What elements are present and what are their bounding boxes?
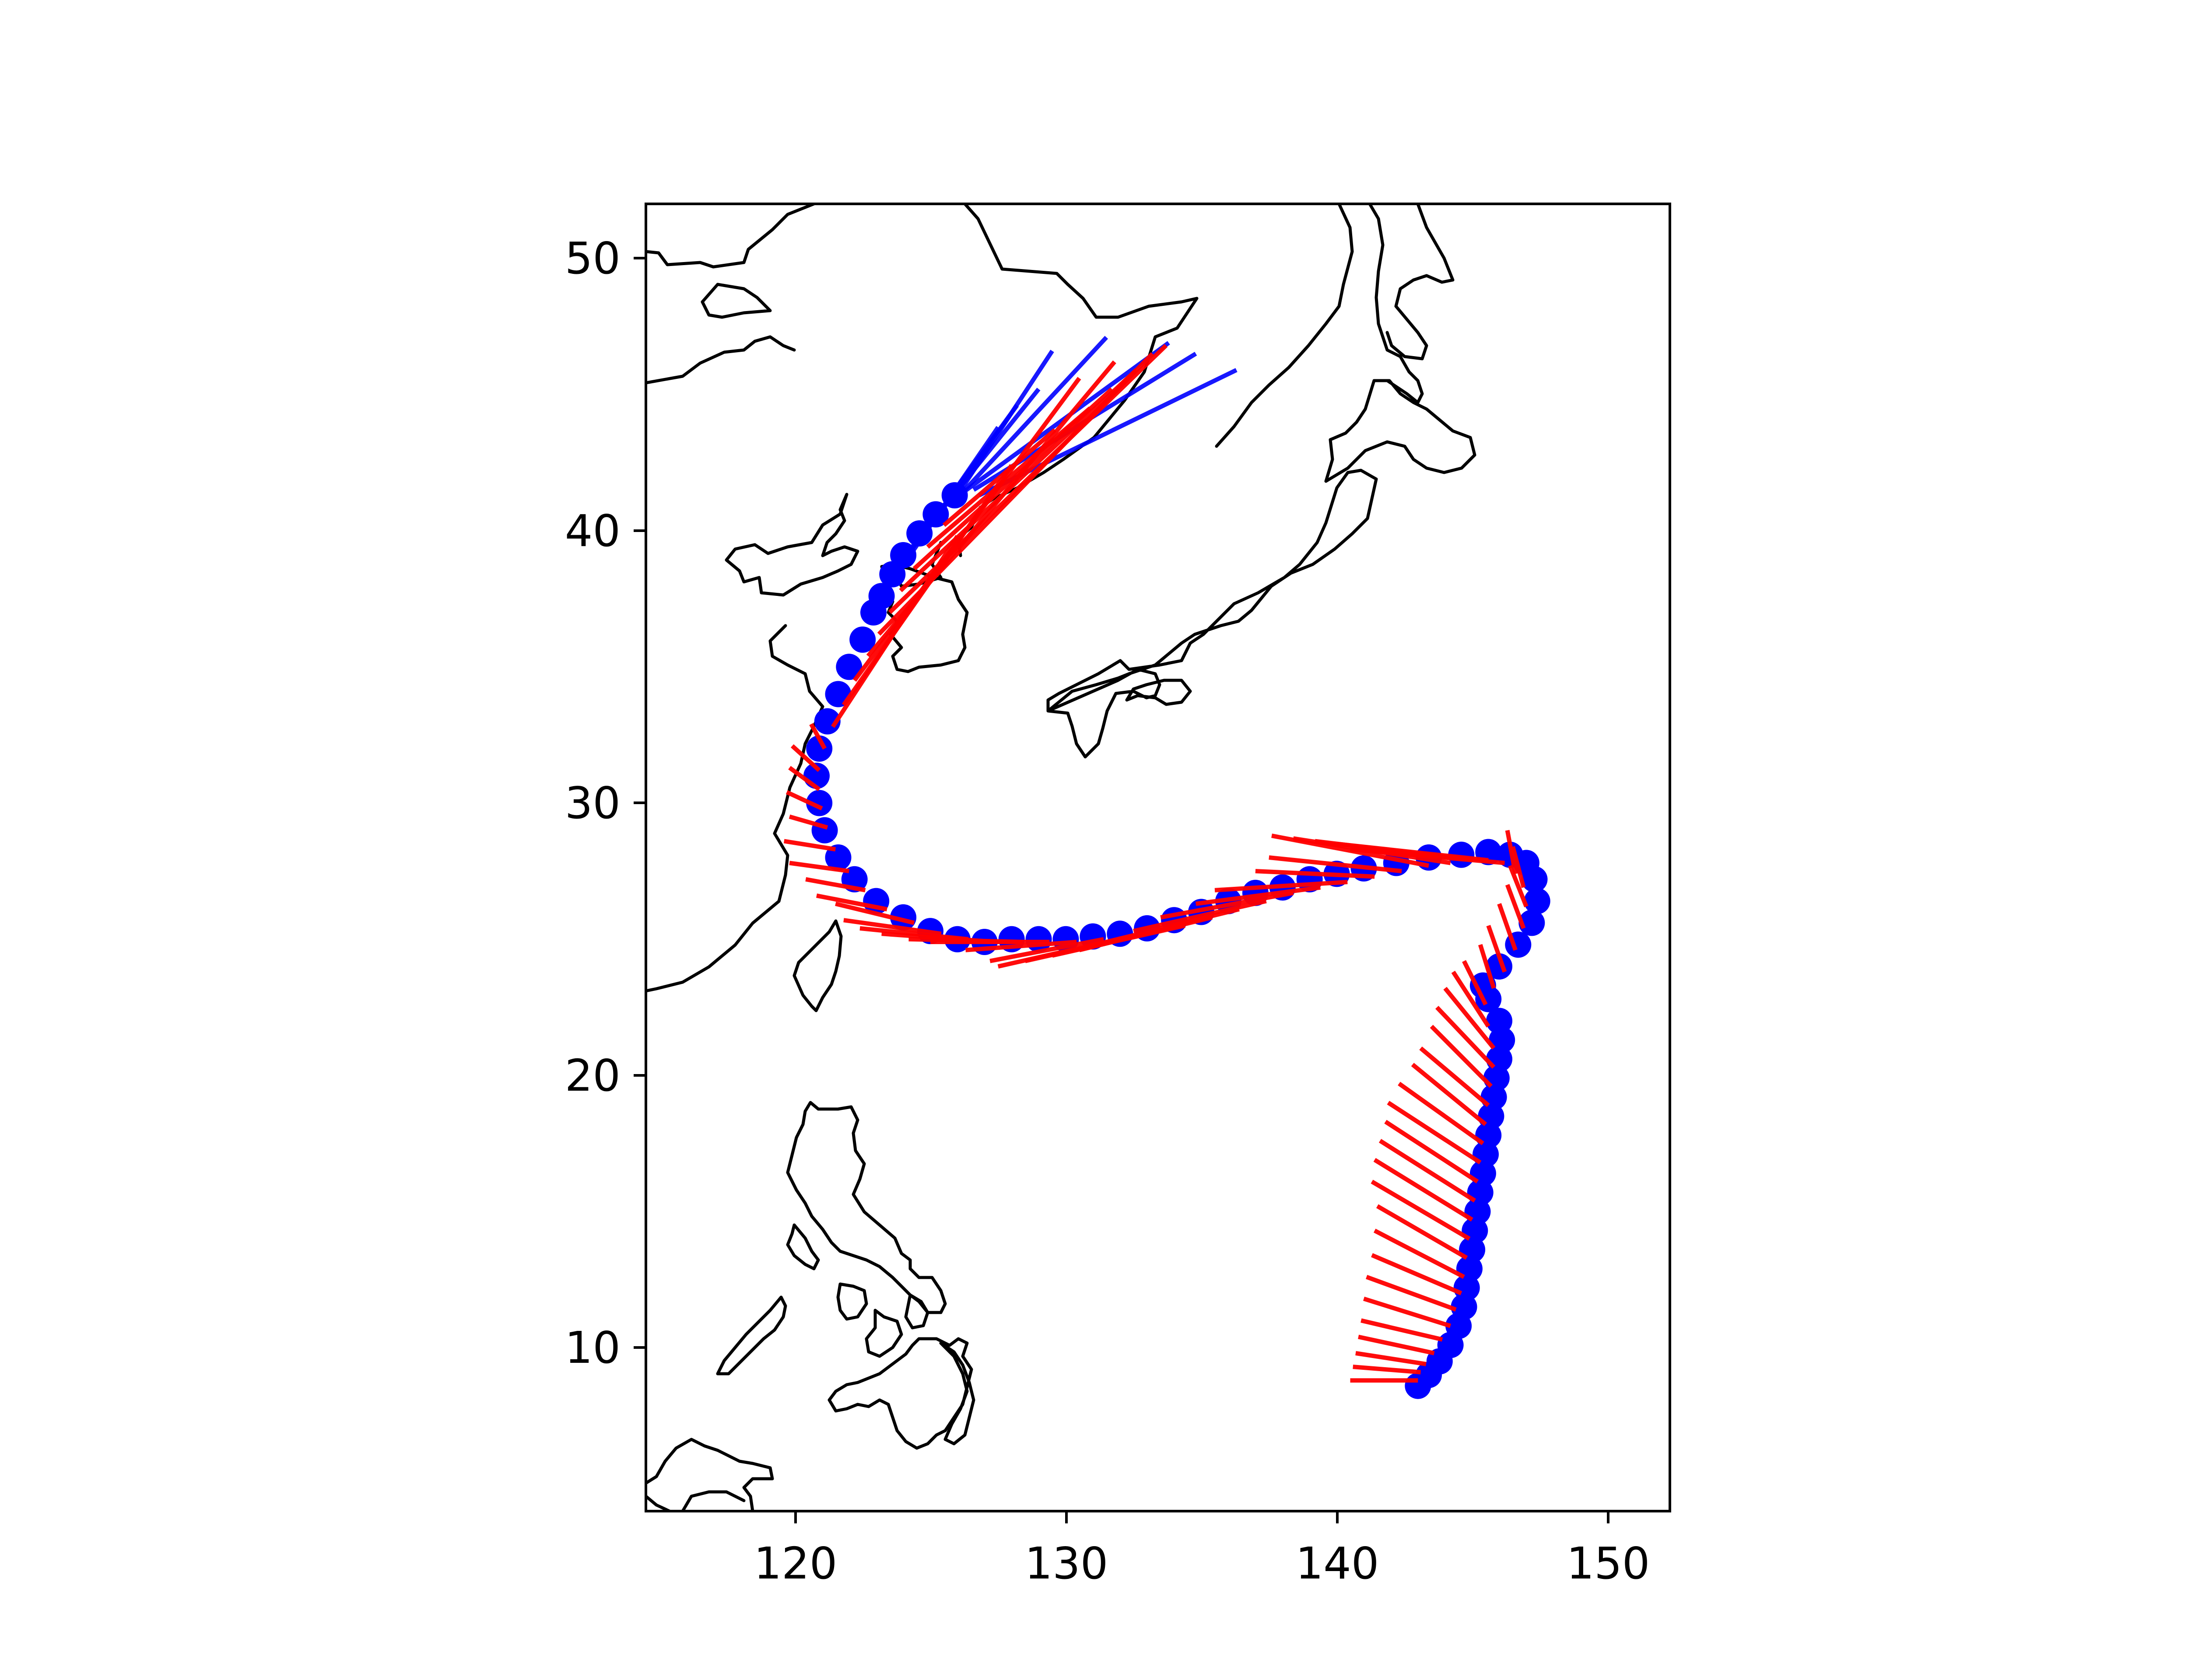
- red-vector-13: [1384, 1120, 1479, 1183]
- y-axis: 10 20 30 40 50: [565, 233, 646, 1373]
- red-vector-66: [866, 360, 1116, 658]
- red-vector-26: [1505, 884, 1526, 929]
- red-vector-56: [789, 861, 849, 874]
- red-vector-62: [809, 723, 827, 750]
- red-vector-3: [1358, 1334, 1435, 1355]
- red-vector-14: [1387, 1101, 1482, 1165]
- red-vector-36: [1255, 869, 1375, 879]
- red-vector-46: [989, 937, 1105, 963]
- red-vector-4: [1360, 1318, 1443, 1342]
- red-vector-39: [1160, 890, 1294, 920]
- red-vector-52: [843, 918, 942, 936]
- track-point-58: [806, 735, 833, 762]
- red-vector-71: [926, 406, 1092, 549]
- red-vector-11: [1373, 1158, 1473, 1222]
- y-tick-label-50: 50: [565, 233, 621, 284]
- track-point-26: [1524, 888, 1550, 914]
- red-vector-37: [1214, 880, 1348, 892]
- coastlines: [646, 204, 1476, 1511]
- red-vector-16: [1411, 1063, 1487, 1126]
- red-vector-35: [1269, 855, 1402, 874]
- track-point-25: [1518, 910, 1545, 936]
- red-vector-55: [805, 877, 866, 892]
- y-tick-label-10: 10: [565, 1322, 621, 1373]
- red-vector-40: [1133, 899, 1267, 933]
- y-tick-label-40: 40: [565, 505, 621, 556]
- red-vector-34: [1271, 833, 1429, 868]
- red-vector-15: [1398, 1082, 1484, 1145]
- red-vector-53: [835, 901, 915, 925]
- track-point-20: [1486, 1008, 1512, 1034]
- y-tick-label-20: 20: [565, 1050, 621, 1101]
- track-point-61: [836, 654, 863, 680]
- red-vector-51: [859, 926, 969, 942]
- red-vector-17: [1419, 1046, 1490, 1107]
- red-vector-20: [1443, 987, 1496, 1050]
- red-vector-38: [1196, 885, 1321, 906]
- red-vector-19: [1435, 1005, 1496, 1069]
- red-vector-59: [785, 790, 823, 811]
- x-tick-label-150: 150: [1567, 1538, 1650, 1589]
- y-tick-label-30: 30: [565, 777, 621, 829]
- track-layer: [783, 336, 1550, 1399]
- red-vector-12: [1378, 1139, 1476, 1203]
- red-vector-72: [942, 428, 1057, 527]
- x-tick-label-120: 120: [754, 1538, 838, 1589]
- red-vector-10: [1371, 1180, 1471, 1241]
- red-vector-9: [1376, 1204, 1468, 1260]
- red-vector-57: [783, 839, 836, 852]
- red-vector-54: [816, 893, 887, 912]
- coastline-palawan: [716, 1295, 787, 1376]
- red-vector-58: [789, 814, 828, 830]
- red-vector-6: [1365, 1275, 1457, 1312]
- track-point-62: [849, 626, 876, 653]
- red-vector-45: [997, 934, 1132, 969]
- red-vector-68: [888, 344, 1168, 614]
- track-vectors-2: [783, 344, 1529, 1383]
- red-vector-21: [1451, 970, 1490, 1028]
- track-point-55: [811, 817, 838, 844]
- red-vector-18: [1430, 1025, 1493, 1088]
- coastline-japan-main: [1046, 204, 1476, 759]
- red-vector-47: [965, 940, 1077, 952]
- track-point-56: [806, 790, 833, 816]
- coastline-borneo: [646, 1438, 774, 1511]
- red-vector-60: [788, 766, 821, 791]
- coastline-philippines: [786, 1101, 975, 1450]
- x-tick-label-130: 130: [1025, 1538, 1108, 1589]
- blue-vector-1: [956, 336, 1108, 500]
- red-vector-8: [1373, 1228, 1465, 1279]
- track-point-23: [1486, 953, 1512, 980]
- x-tick-label-140: 140: [1296, 1538, 1379, 1589]
- red-vector-22: [1462, 960, 1488, 1006]
- red-vector-27: [1508, 864, 1529, 907]
- red-vector-33: [1293, 836, 1451, 865]
- coastline-taiwan: [792, 919, 843, 1012]
- red-vector-29: [1505, 830, 1518, 875]
- red-vector-7: [1371, 1253, 1462, 1295]
- red-vector-1: [1353, 1365, 1421, 1375]
- axes-frame: [645, 203, 1671, 1512]
- red-vector-5: [1363, 1296, 1452, 1328]
- blue-vector-7: [869, 426, 1000, 614]
- track-point-54: [825, 844, 852, 871]
- red-vector-23: [1478, 944, 1496, 989]
- red-vector-2: [1355, 1351, 1427, 1366]
- x-axis: 120 130 140 150: [754, 1511, 1650, 1589]
- red-vector-24: [1486, 924, 1507, 973]
- red-vector-61: [790, 744, 821, 772]
- track-point-59: [814, 708, 841, 735]
- red-vector-25: [1497, 903, 1518, 951]
- red-vector-69: [899, 368, 1138, 592]
- red-vector-28: [1511, 846, 1526, 888]
